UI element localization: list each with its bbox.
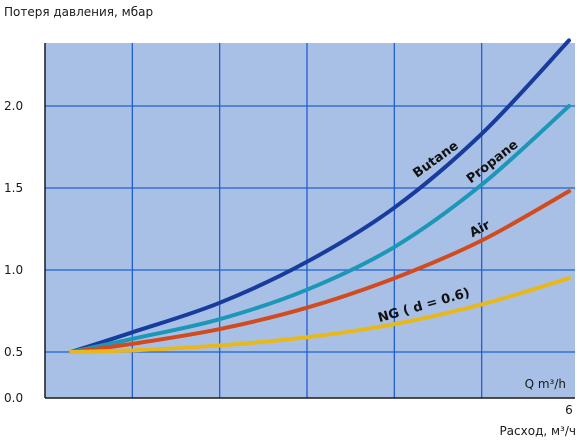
y-tick-label: 2.0: [4, 99, 23, 113]
y-axis-title: Потеря давления, мбар: [4, 5, 153, 19]
series-line-air: [69, 189, 571, 354]
series-curves: [69, 38, 571, 354]
series-line-ng: [69, 276, 571, 354]
y-tick-label: 1.5: [4, 181, 23, 195]
x-axis-title: Расход, м³/ч: [499, 424, 576, 438]
x-tick-label-6: 6: [565, 403, 573, 417]
y-tick-label: 0.0: [4, 391, 23, 405]
x-inner-unit: Q m³/h: [525, 377, 566, 391]
series-line-butane: [69, 38, 571, 354]
series-line-propane: [69, 104, 571, 354]
y-tick-labels: 0.0 0.5 1.0 1.5 2.0: [4, 99, 23, 405]
axes: [44, 43, 575, 399]
y-tick-label: 1.0: [4, 263, 23, 277]
y-tick-label: 0.5: [4, 345, 23, 359]
grid-lines: [45, 43, 575, 398]
